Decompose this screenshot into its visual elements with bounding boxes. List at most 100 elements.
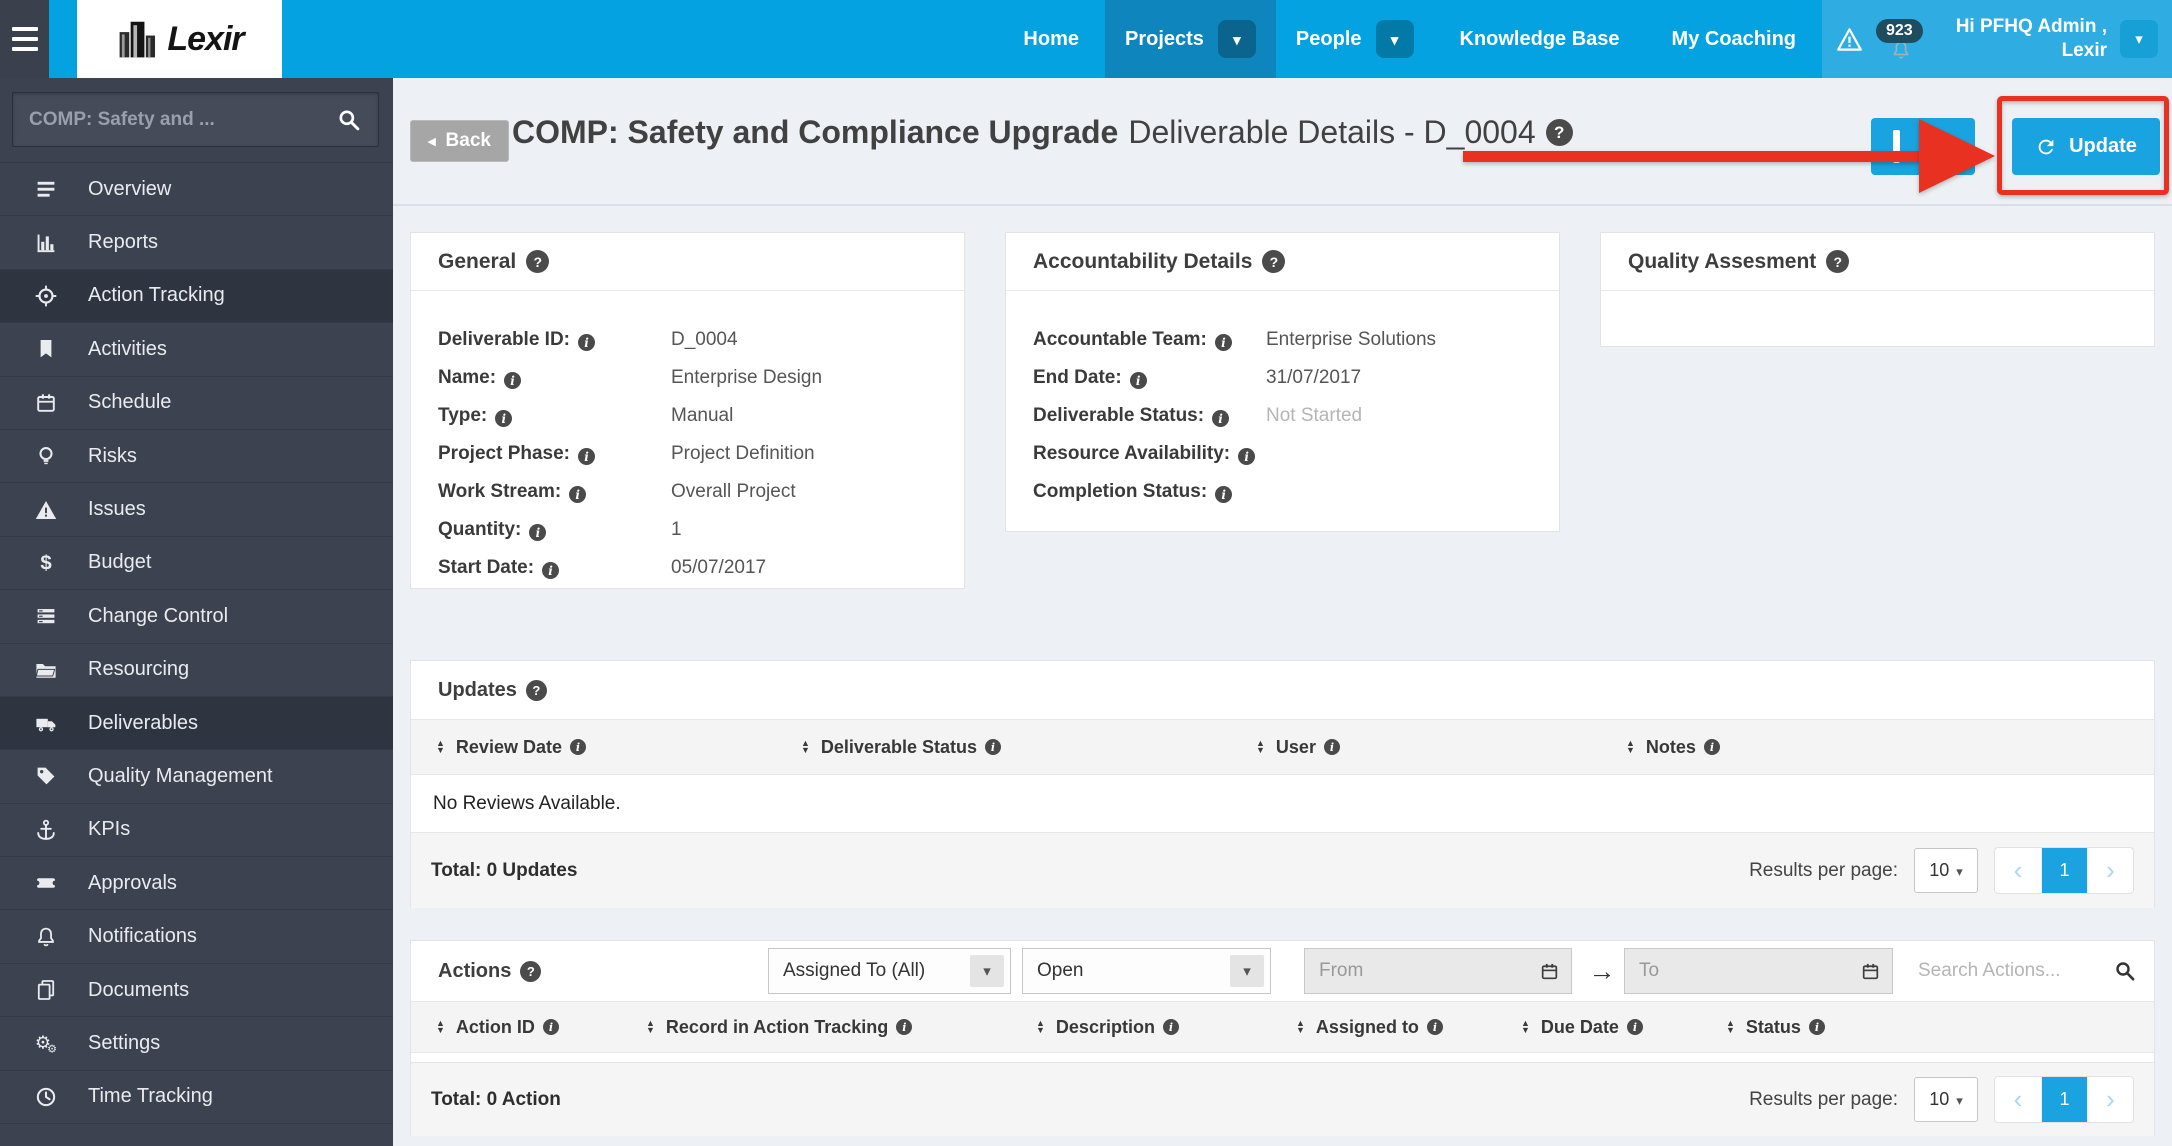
column-header-action-id[interactable]: Action ID <box>436 1002 559 1052</box>
info-icon[interactable] <box>1703 739 1720 755</box>
hamburger-menu-button[interactable] <box>0 0 49 78</box>
column-header-description[interactable]: Description <box>1036 1002 1179 1052</box>
info-icon[interactable] <box>1129 372 1147 390</box>
user-menu-caret[interactable] <box>2120 20 2158 58</box>
sidebar-item-change-control[interactable]: Change Control <box>0 589 393 642</box>
sidebar-item-reports[interactable]: Reports <box>0 215 393 268</box>
sort-icon[interactable] <box>1296 1020 1305 1034</box>
help-icon[interactable] <box>526 250 550 273</box>
sidebar-item-notifications[interactable]: Notifications <box>0 909 393 962</box>
sidebar-item-overview[interactable]: Overview <box>0 162 393 215</box>
info-icon[interactable] <box>1214 334 1232 352</box>
people-dropdown-caret[interactable] <box>1375 20 1414 58</box>
help-icon[interactable] <box>1262 250 1286 273</box>
sort-icon[interactable] <box>801 740 810 754</box>
sidebar-item-resourcing[interactable]: Resourcing <box>0 642 393 696</box>
column-header-assigned-to[interactable]: Assigned to <box>1296 1002 1443 1052</box>
to-date-input[interactable] <box>1625 949 1892 993</box>
sidebar-item-quality-management[interactable]: Quality Management <box>0 749 393 802</box>
column-header-user[interactable]: User <box>1256 720 1340 774</box>
nav-item-home[interactable]: Home <box>1023 27 1079 50</box>
info-icon[interactable] <box>1323 739 1340 755</box>
nav-item-my-coaching[interactable]: My Coaching <box>1671 27 1796 50</box>
pagination-next[interactable] <box>2087 1077 2133 1122</box>
column-header-deliverable-status[interactable]: Deliverable Status <box>801 720 1001 774</box>
app-logo[interactable]: Lexir <box>77 0 282 78</box>
sort-icon[interactable] <box>436 740 445 754</box>
info-icon[interactable] <box>1426 1019 1443 1035</box>
field-row: Resource Availability: <box>1033 435 1559 473</box>
pagination-prev[interactable] <box>1995 848 2041 893</box>
info-icon[interactable] <box>542 1019 559 1035</box>
sidebar-item-deliverables[interactable]: Deliverables <box>0 695 393 750</box>
pagination-page-1[interactable]: 1 <box>2041 1077 2087 1122</box>
update-button[interactable]: Update <box>2012 118 2160 175</box>
back-button[interactable]: Back <box>410 120 509 162</box>
sidebar-item-documents[interactable]: Documents <box>0 962 393 1016</box>
pagination-page-1[interactable]: 1 <box>2041 848 2087 893</box>
sidebar-item-activities[interactable]: Activities <box>0 322 393 375</box>
warning-alert-icon[interactable] <box>1836 26 1863 53</box>
project-search-input[interactable] <box>12 92 379 147</box>
assigned-to-filter-select[interactable]: Assigned To (All) <box>768 948 1011 994</box>
sidebar-item-kpis[interactable]: KPIs <box>0 802 393 856</box>
info-icon[interactable] <box>1212 410 1230 428</box>
nav-item-knowledge-base[interactable]: Knowledge Base <box>1459 27 1620 50</box>
sort-icon[interactable] <box>1521 1020 1530 1034</box>
sidebar-item-schedule[interactable]: Schedule <box>0 375 393 429</box>
sidebar-item-action-tracking[interactable]: Action Tracking <box>0 268 393 323</box>
column-header-due-date[interactable]: Due Date <box>1521 1002 1643 1052</box>
status-filter-select[interactable]: Open <box>1022 948 1271 994</box>
search-icon[interactable] <box>2114 960 2136 982</box>
sidebar-item-risks[interactable]: Risks <box>0 428 393 482</box>
sort-icon[interactable] <box>1256 740 1265 754</box>
info-icon[interactable] <box>542 562 560 580</box>
pagination-next[interactable] <box>2087 848 2133 893</box>
help-icon[interactable] <box>520 960 542 982</box>
column-header-record-in-action-tracking[interactable]: Record in Action Tracking <box>646 1002 913 1052</box>
help-icon[interactable] <box>1545 119 1573 146</box>
sort-icon[interactable] <box>646 1020 655 1034</box>
help-icon[interactable] <box>525 679 547 701</box>
info-icon[interactable] <box>1238 448 1256 466</box>
results-per-page-select[interactable]: 10 <box>1914 1077 1978 1122</box>
info-icon[interactable] <box>569 739 586 755</box>
info-icon[interactable] <box>1626 1019 1643 1035</box>
sort-icon[interactable] <box>436 1020 445 1034</box>
info-icon[interactable] <box>985 739 1001 755</box>
obscured-action-button[interactable] <box>1871 118 1975 175</box>
info-icon[interactable] <box>569 486 587 504</box>
pagination-prev[interactable] <box>1995 1077 2041 1122</box>
sidebar-item-budget[interactable]: Budget <box>0 535 393 589</box>
info-icon[interactable] <box>1162 1019 1179 1035</box>
column-header-review-date[interactable]: Review Date <box>436 720 586 774</box>
nav-item-people[interactable]: People <box>1276 0 1434 78</box>
info-icon[interactable] <box>1215 486 1233 504</box>
info-icon[interactable] <box>896 1019 913 1035</box>
sidebar-item-time-tracking[interactable]: Time Tracking <box>0 1069 393 1123</box>
calendar-icon[interactable] <box>1539 961 1560 982</box>
sort-icon[interactable] <box>1036 1020 1045 1034</box>
calendar-icon[interactable] <box>1860 961 1881 982</box>
actions-search-input[interactable] <box>1906 948 2144 994</box>
info-icon[interactable] <box>504 372 522 390</box>
help-icon[interactable] <box>1826 250 1850 273</box>
sort-icon[interactable] <box>1726 1020 1735 1034</box>
projects-dropdown-caret[interactable] <box>1217 20 1256 58</box>
sidebar-item-issues[interactable]: Issues <box>0 482 393 535</box>
sort-icon[interactable] <box>1626 740 1635 754</box>
sidebar-item-settings[interactable]: Settings <box>0 1016 393 1069</box>
nav-item-projects[interactable]: Projects <box>1104 0 1276 78</box>
column-header-notes[interactable]: Notes <box>1626 720 1720 774</box>
search-icon[interactable] <box>337 108 361 132</box>
column-header-status[interactable]: Status <box>1726 1002 1825 1052</box>
from-date-input[interactable] <box>1305 949 1571 993</box>
results-per-page-select[interactable]: 10 <box>1914 848 1978 893</box>
info-icon[interactable] <box>578 334 595 352</box>
sidebar-item-approvals[interactable]: Approvals <box>0 856 393 909</box>
info-icon[interactable] <box>578 448 595 466</box>
notifications-badge-group[interactable]: 923 <box>1876 17 1932 61</box>
info-icon[interactable] <box>1808 1019 1825 1035</box>
info-icon[interactable] <box>529 524 547 542</box>
info-icon[interactable] <box>495 410 513 428</box>
